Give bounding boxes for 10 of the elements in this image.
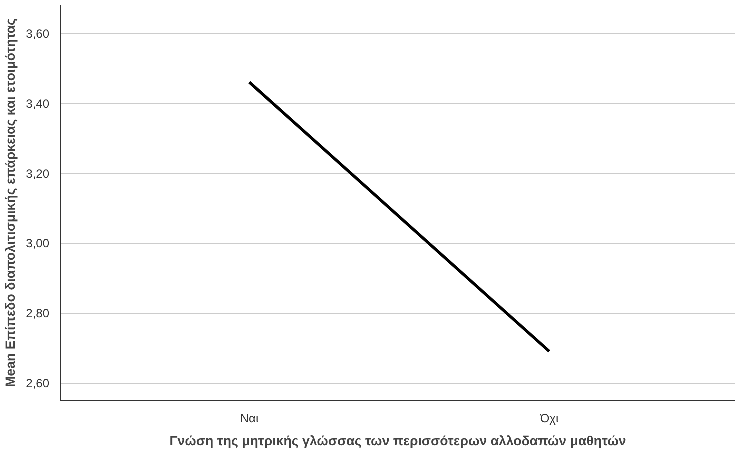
y-tick-label: 3,40	[26, 96, 50, 111]
x-tick-label: Όχι	[539, 412, 559, 426]
y-tick-label: 2,80	[26, 306, 50, 321]
y-axis-title: Mean Επίπεδο διαπολιτισμικής επάρκειας και ετοιμότητας	[3, 18, 18, 388]
y-tick-label: 3,60	[26, 26, 50, 41]
y-tick-label: 3,00	[26, 236, 50, 251]
y-tick-label: 3,20	[26, 166, 50, 181]
y-tick-label: 2,60	[26, 376, 50, 391]
x-axis-title: Γνώση της μητρικής γλώσσας των περισσότερων αλλοδαπών μαθητών	[170, 434, 626, 448]
x-tick-label: Ναι	[240, 412, 259, 426]
